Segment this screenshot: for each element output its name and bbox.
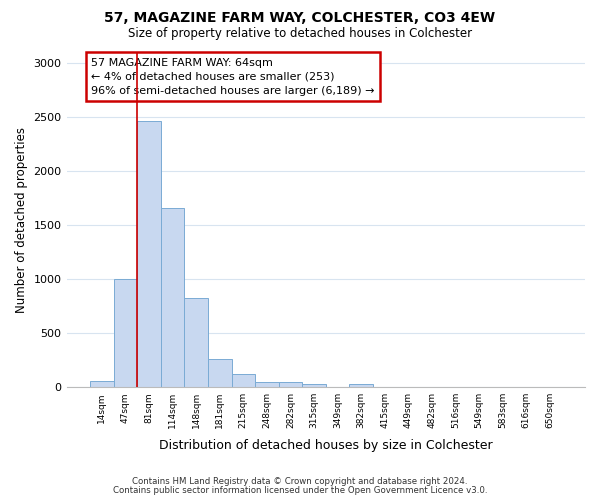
Text: 57, MAGAZINE FARM WAY, COLCHESTER, CO3 4EW: 57, MAGAZINE FARM WAY, COLCHESTER, CO3 4…	[104, 11, 496, 25]
Bar	[349, 384, 373, 387]
Text: Contains HM Land Registry data © Crown copyright and database right 2024.: Contains HM Land Registry data © Crown c…	[132, 477, 468, 486]
Bar	[90, 380, 113, 387]
Text: Size of property relative to detached houses in Colchester: Size of property relative to detached ho…	[128, 28, 472, 40]
Bar	[137, 120, 161, 387]
Y-axis label: Number of detached properties: Number of detached properties	[15, 127, 28, 313]
Bar	[278, 382, 302, 387]
Bar	[232, 374, 255, 387]
Text: Contains public sector information licensed under the Open Government Licence v3: Contains public sector information licen…	[113, 486, 487, 495]
X-axis label: Distribution of detached houses by size in Colchester: Distribution of detached houses by size …	[159, 440, 493, 452]
Bar	[161, 208, 184, 387]
Bar	[255, 382, 278, 387]
Text: 57 MAGAZINE FARM WAY: 64sqm
← 4% of detached houses are smaller (253)
96% of sem: 57 MAGAZINE FARM WAY: 64sqm ← 4% of deta…	[91, 58, 375, 96]
Bar	[302, 384, 326, 387]
Bar	[184, 298, 208, 387]
Bar	[208, 358, 232, 387]
Bar	[113, 279, 137, 387]
